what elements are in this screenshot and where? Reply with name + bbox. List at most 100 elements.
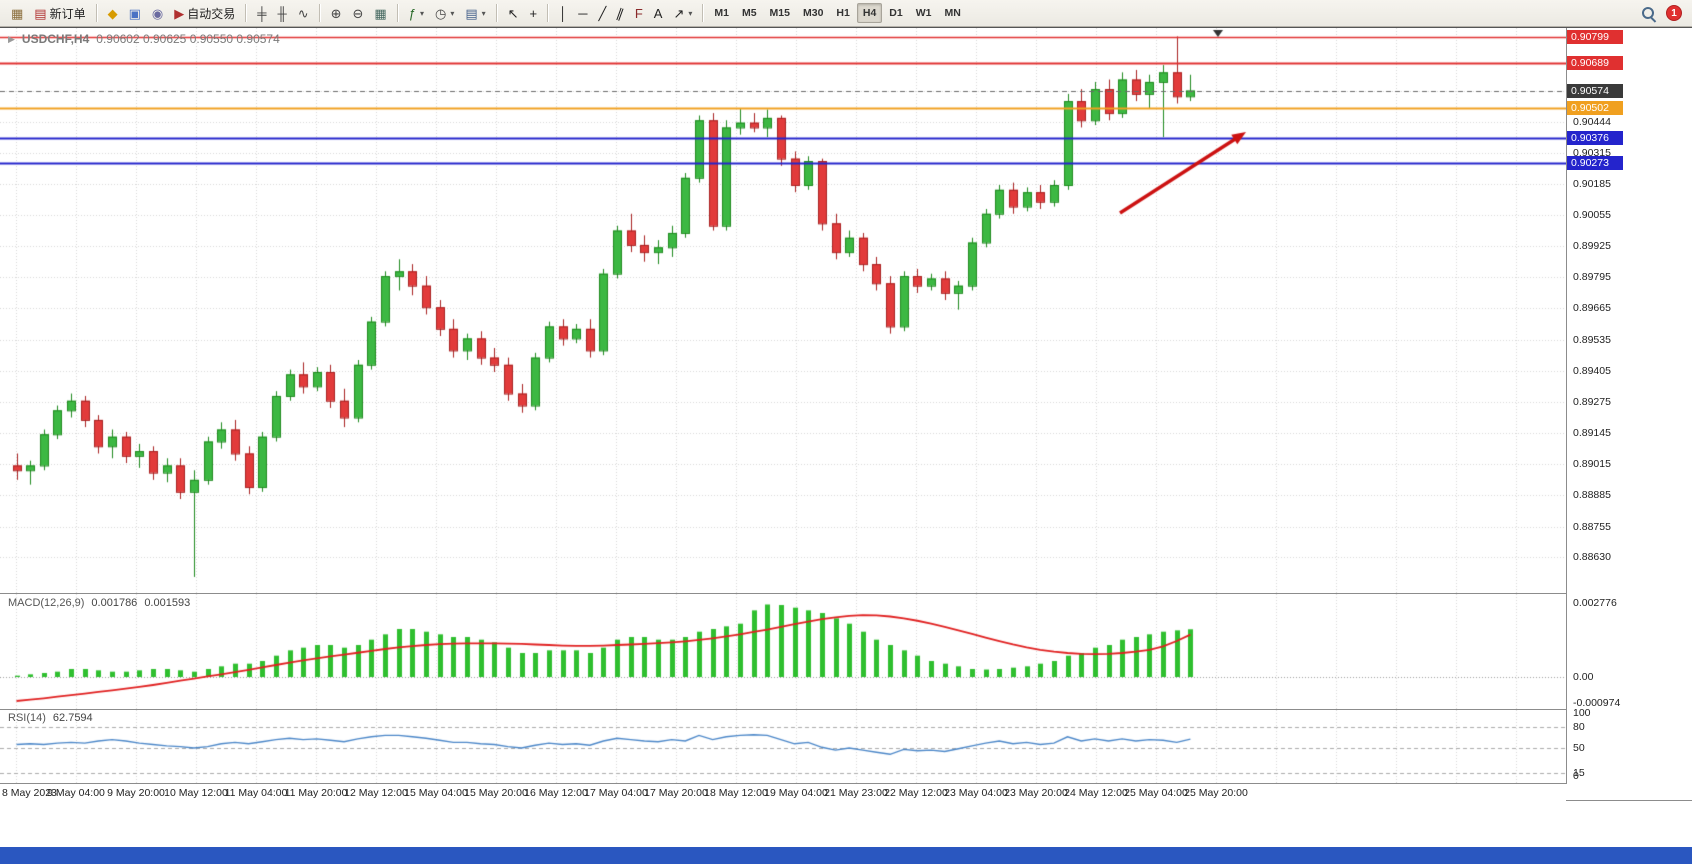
panel-separator[interactable] <box>0 783 1692 784</box>
rsi-canvas[interactable] <box>0 710 1566 783</box>
time-axis-label: 25 May 04:00 <box>1124 787 1188 799</box>
autotrading-button[interactable]: ▶ 自动交易 <box>169 2 240 25</box>
rsi-axis-label: 0 <box>1573 770 1579 782</box>
one-click-trading-arrow-icon[interactable]: ▶ <box>8 33 15 44</box>
macd-canvas[interactable] <box>0 594 1566 709</box>
chart-ohlc-values: 0.90602 0.90625 0.90550 0.90574 <box>96 32 280 46</box>
zoom-in-icon: ⊕ <box>330 5 342 21</box>
search-icon[interactable] <box>1641 6 1656 21</box>
rsi-label: RSI(14) <box>8 712 46 724</box>
macd-title: MACD(12,26,9) 0.001786 0.001593 <box>8 597 190 609</box>
metaeditor-icon[interactable]: ◆ <box>103 2 123 25</box>
price-axis-label: 0.90315 <box>1573 146 1611 159</box>
toolbar-separator <box>396 4 399 22</box>
bar-chart-icon[interactable]: ╪ <box>252 2 271 25</box>
timeframe-button-m1[interactable]: M1 <box>714 7 729 19</box>
trendline-icon: ╱ <box>598 5 607 21</box>
templates-icon: ▤ <box>465 5 478 21</box>
timeframe-button-h4[interactable]: H4 <box>856 3 883 23</box>
time-axis-label: 16 May 12:00 <box>524 787 588 799</box>
line-chart-icon[interactable]: ∿ <box>293 2 314 25</box>
main-chart-canvas[interactable] <box>0 28 1566 593</box>
notification-badge[interactable]: 1 <box>1666 5 1682 21</box>
toolbar-separator <box>547 4 550 22</box>
price-tag-0.90689: 0.90689 <box>1567 55 1623 70</box>
time-axis-label: 21 May 23:00 <box>824 787 888 799</box>
autotrading-icon: ▶ <box>174 5 185 21</box>
time-axis-label: 23 May 04:00 <box>944 787 1008 799</box>
chart-symbol-period: USDCHF,H4 <box>21 32 90 46</box>
timeframe-button-h1[interactable]: H1 <box>836 7 850 19</box>
zoom-out-icon[interactable]: ⊖ <box>348 2 369 25</box>
price-axis-label: 0.89925 <box>1573 240 1611 253</box>
cursor-icon[interactable]: ↖ <box>503 2 524 25</box>
timeframe-button-m15[interactable]: M15 <box>769 7 790 19</box>
time-axis-label: 11 May 04:00 <box>224 787 288 799</box>
dropdown-caret-icon[interactable]: ▾ <box>688 8 693 18</box>
crosshair-icon[interactable]: + <box>525 2 543 25</box>
rsi-value: 62.7594 <box>52 712 93 724</box>
new-chart-icon[interactable]: ▦ <box>6 2 28 25</box>
new-order-icon: ▤ <box>34 5 47 21</box>
price-tag-0.90574: 0.90574 <box>1567 83 1623 98</box>
channel-icon: ∥ <box>614 4 627 22</box>
toolbar-items: ▦ ▤ 新订单 ◆ ▣ ◉ ▶ 自动交易 ╪ ╫ ∿ ⊕ ⊖ ▦ ƒ ▾ ◷ ▾ ▤ ▾ ↖ + │ ─ ╱ ∥ F A ↗ ▾ <box>6 2 708 25</box>
time-axis[interactable]: 8 May 2023 9 May 04:00 9 May 20:00 10 May 1… <box>0 784 1566 801</box>
panel-separator[interactable] <box>0 709 1692 710</box>
arrows-tool-icon[interactable]: ↗ ▾ <box>668 2 697 25</box>
chart-title: ▶ USDCHF,H4 0.90602 0.90625 0.90550 0.90… <box>8 32 280 46</box>
toolbar-separator <box>318 4 321 22</box>
timeframe-toolbar: M1 M5 M15 M30 H1 H4 D1 W1 MN <box>708 3 966 23</box>
text-icon[interactable]: A <box>649 2 668 25</box>
price-axis-label: 0.89405 <box>1573 364 1611 377</box>
tile-windows-icon[interactable]: ▦ <box>369 2 391 25</box>
price-tag-0.90799: 0.90799 <box>1567 29 1623 44</box>
time-axis-label: 12 May 12:00 <box>344 787 408 799</box>
channel-icon[interactable]: ∥ <box>612 2 629 25</box>
metaeditor-icon: ◆ <box>107 5 118 21</box>
vertical-line-icon: │ <box>559 5 568 21</box>
templates-icon[interactable]: ▤ ▾ <box>460 2 490 25</box>
time-axis-label: 18 May 12:00 <box>704 787 768 799</box>
profiles-icon[interactable]: ▣ <box>124 2 146 25</box>
timeframe-button-w1[interactable]: W1 <box>915 7 932 19</box>
fibonacci-icon: F <box>634 5 643 21</box>
trendline-icon[interactable]: ╱ <box>593 2 611 25</box>
price-axis-label: 0.88630 <box>1573 550 1611 563</box>
cursor-icon: ↖ <box>507 5 519 21</box>
candlestick-chart-icon[interactable]: ╫ <box>272 2 291 25</box>
dropdown-caret-icon[interactable]: ▾ <box>450 8 455 18</box>
price-axis-label: 0.89665 <box>1573 302 1611 315</box>
new-order-button[interactable]: ▤ 新订单 <box>29 2 90 25</box>
timeframe-button-m5[interactable]: M5 <box>741 7 757 19</box>
macd-label: MACD(12,26,9) <box>8 597 85 609</box>
periods-icon[interactable]: ◷ ▾ <box>430 2 459 25</box>
price-axis-label: 0.89535 <box>1573 333 1611 346</box>
price-axis-label: 0.90444 <box>1573 115 1611 128</box>
price-axis[interactable]: 0.90574 0.90444 0.90315 0.90185 0.90055 0.899… <box>1566 28 1692 784</box>
price-tag-0.90376: 0.90376 <box>1567 131 1623 146</box>
price-axis-label: 0.90055 <box>1573 208 1611 221</box>
vertical-line-icon[interactable]: │ <box>554 2 572 25</box>
taskbar[interactable] <box>0 847 1692 864</box>
zoom-out-icon: ⊖ <box>352 5 364 21</box>
horizontal-line-icon[interactable]: ─ <box>573 2 592 25</box>
zoom-in-icon[interactable]: ⊕ <box>326 2 347 25</box>
toolbar-separator <box>245 4 248 22</box>
profiles-icon: ▣ <box>128 5 141 21</box>
panel-separator[interactable] <box>0 593 1692 594</box>
support-icon[interactable]: ◉ <box>147 2 168 25</box>
dropdown-caret-icon[interactable]: ▾ <box>481 8 486 18</box>
timeframe-button-d1[interactable]: D1 <box>889 7 903 19</box>
autotrading-button-label: 自动交易 <box>187 6 236 21</box>
timeframe-button-m30[interactable]: M30 <box>802 7 824 19</box>
text-icon: A <box>653 5 663 21</box>
fibonacci-icon[interactable]: F <box>630 2 648 25</box>
dropdown-caret-icon[interactable]: ▾ <box>419 8 424 18</box>
timeframe-button-mn[interactable]: MN <box>944 7 961 19</box>
price-axis-label: 0.89795 <box>1573 271 1611 284</box>
indicators-icon[interactable]: ƒ ▾ <box>404 2 429 25</box>
toolbar-separator <box>495 4 498 22</box>
price-axis-label: 0.89015 <box>1573 458 1611 471</box>
